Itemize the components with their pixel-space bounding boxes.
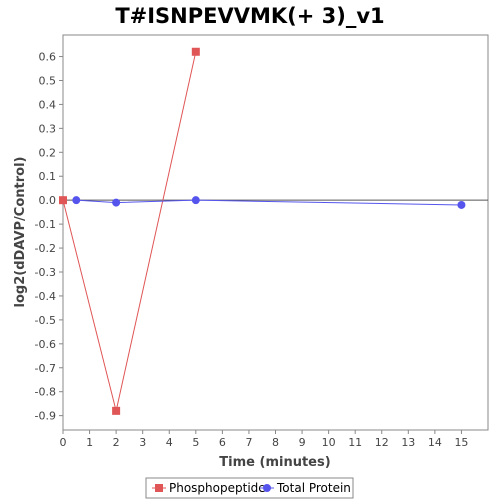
plot-area — [62, 34, 489, 431]
y-tick-label-11: -0.5 — [35, 314, 56, 327]
data-point-0-0 — [59, 196, 67, 205]
x-tick-label-0: 0 — [60, 436, 67, 449]
y-tick-label-13: -0.7 — [35, 362, 56, 375]
data-point-1-1 — [112, 198, 121, 207]
data-point-1-3 — [457, 200, 466, 209]
y-tick-label-5: 0.1 — [39, 170, 57, 183]
y-tick-label-15: -0.9 — [35, 410, 56, 423]
data-point-1-0 — [72, 196, 81, 205]
x-tick-label-7: 7 — [245, 436, 252, 449]
x-tick-label-3: 3 — [139, 436, 146, 449]
y-tick-label-4: 0.2 — [39, 146, 57, 159]
x-tick-label-12: 12 — [375, 436, 389, 449]
y-tick-label-8: -0.2 — [35, 242, 56, 255]
data-point-0-1 — [112, 406, 121, 415]
x-tick-label-14: 14 — [428, 436, 442, 449]
y-tick-label-1: 0.5 — [39, 74, 57, 87]
x-tick-label-9: 9 — [299, 436, 306, 449]
y-tick-label-3: 0.3 — [39, 122, 57, 135]
legend-box — [145, 477, 354, 499]
x-axis: 0 1 2 3 4 5 6 7 8 9 10 11 12 13 14 15 — [60, 430, 468, 449]
y-tick-label-9: -0.3 — [35, 266, 56, 279]
legend-marker-0 — [155, 484, 163, 492]
y-axis-label: log2(dDAVP/Control) — [13, 157, 28, 308]
x-tick-label-5: 5 — [192, 436, 199, 449]
x-tick-label-1: 1 — [86, 436, 93, 449]
y-tick-label-2: 0.4 — [39, 98, 57, 111]
data-point-0-2 — [191, 47, 200, 56]
legend-label-0: Phosphopeptide — [169, 481, 266, 495]
y-tick-label-14: -0.8 — [35, 386, 56, 399]
y-tick-label-0: 0.6 — [39, 51, 57, 64]
y-tick-label-12: -0.6 — [35, 338, 56, 351]
y-axis: 0.6 0.5 0.4 0.3 0.2 0.1 0.0 -0.1 -0.2 -0.3 -0.4 -0.… — [35, 51, 63, 423]
series-layer — [59, 47, 466, 415]
x-tick-label-10: 10 — [322, 436, 336, 449]
legend-label-1: Total Protein — [276, 481, 351, 495]
x-tick-label-15: 15 — [454, 436, 468, 449]
data-point-1-2 — [191, 196, 200, 205]
y-tick-label-7: -0.1 — [35, 218, 56, 231]
x-tick-label-11: 11 — [348, 436, 362, 449]
y-tick-label-10: -0.4 — [35, 290, 56, 303]
x-tick-label-8: 8 — [272, 436, 279, 449]
x-axis-label: Time (minutes) — [219, 455, 330, 470]
x-tick-label-13: 13 — [401, 436, 415, 449]
x-tick-label-6: 6 — [219, 436, 226, 449]
y-tick-label-6: 0.0 — [39, 194, 57, 207]
series-line-1 — [76, 199, 462, 206]
x-tick-label-2: 2 — [113, 436, 120, 449]
legend-marker-1 — [263, 484, 271, 492]
legend: Phosphopeptide Total Protein — [145, 477, 354, 499]
x-tick-label-4: 4 — [166, 436, 173, 449]
chart-title: T#ISNPEVVMK(+ 3)_v1 — [115, 4, 384, 28]
